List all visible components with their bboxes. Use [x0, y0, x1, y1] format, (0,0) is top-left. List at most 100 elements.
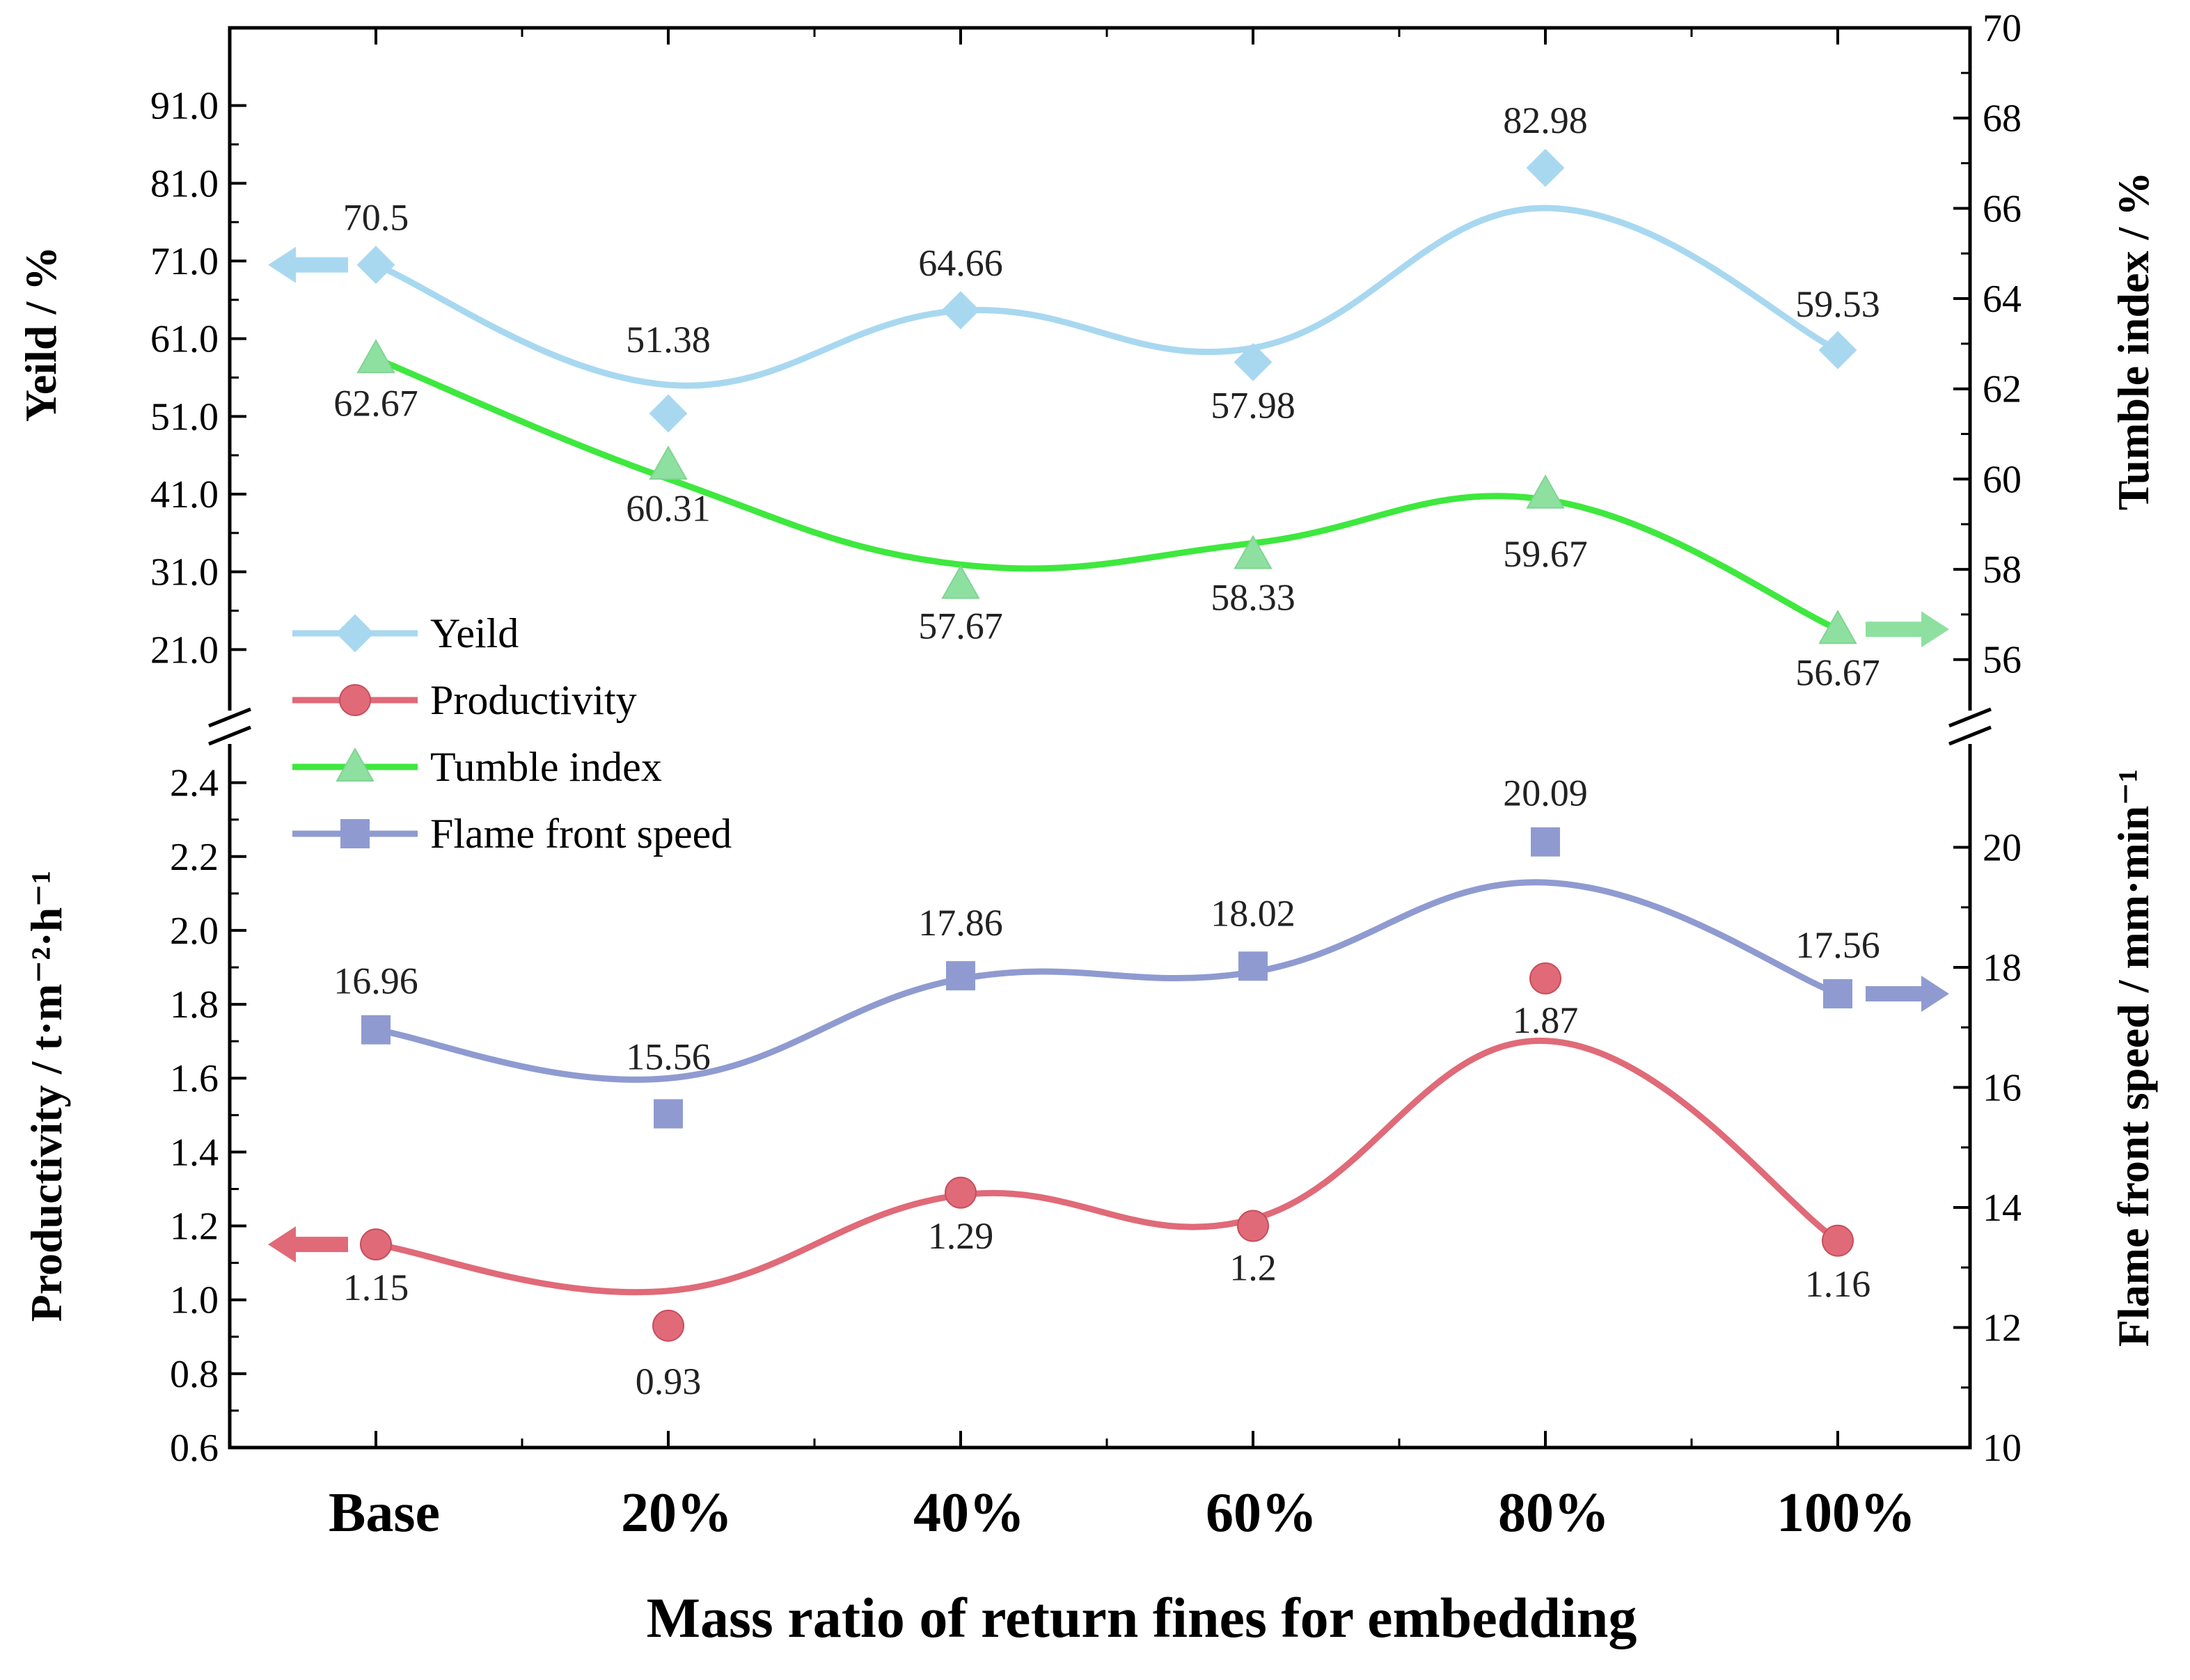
right-tick-label: 68 — [1983, 97, 2022, 141]
yeild-marker — [1526, 148, 1565, 187]
productivity-line — [372, 1038, 1841, 1296]
left-tick-label: 2.0 — [170, 910, 219, 953]
data-labels: 70.5 51.38 64.66 57.98 82.98 59.53 1.15 0.93 1.2… — [333, 100, 1880, 1402]
left-tick-label: 41.0 — [150, 473, 219, 516]
axes: 21.0 31.0 41.0 51.0 61.0 71.0 81.0 91.0 56 58 60 62… — [16, 7, 2158, 1544]
left-tick-label: 0.6 — [170, 1427, 219, 1470]
productivity-marker — [1529, 962, 1561, 994]
right-tick-label: 58 — [1983, 548, 2022, 592]
tumble-index-axis-arrow-head — [1921, 611, 1949, 648]
yeild-data-label: 59.53 — [1795, 283, 1880, 325]
left-tick-label: 2.4 — [170, 762, 219, 805]
right-tick-label: 16 — [1983, 1067, 2022, 1110]
right-tick-label: 18 — [1983, 946, 2022, 990]
tumble-index-axis-title: Tumble index / % — [2109, 172, 2158, 511]
flame-front-speed-marker — [1531, 827, 1560, 857]
left-break-mark — [208, 725, 251, 746]
flame-front-speed-data-label: 17.86 — [918, 902, 1003, 944]
yeild-data-label: 70.5 — [343, 197, 409, 239]
legend-label-tumble-index: Tumble index — [430, 744, 662, 790]
legend-label-productivity: Productivity — [430, 677, 637, 723]
series-curves — [372, 205, 1841, 1296]
productivity-marker — [360, 1228, 392, 1261]
tumble-index-marker — [1234, 534, 1273, 569]
yeild-marker — [1818, 331, 1857, 370]
right-tick-label: 56 — [1983, 639, 2022, 682]
flame-front-speed-data-label: 16.96 — [333, 960, 418, 1002]
tumble-index-marker — [1526, 474, 1565, 509]
tumble-index-data-label: 62.67 — [333, 382, 418, 424]
legend-marker-flame-front-speed — [340, 819, 370, 848]
flame-front-speed-data-label: 20.09 — [1503, 772, 1588, 814]
left-tick-label: 81.0 — [150, 162, 219, 205]
plot-frame — [228, 26, 1972, 1450]
yeild-marker — [1234, 342, 1273, 381]
left-break-mark — [208, 707, 251, 728]
left-tick-label: 1.8 — [170, 983, 219, 1027]
yeild-line — [372, 205, 1841, 389]
x-category-label: 100% — [1777, 1482, 1916, 1544]
yeild-marker — [356, 246, 395, 284]
flame-front-speed-data-label: 15.56 — [626, 1036, 711, 1077]
tumble-index-data-label: 59.67 — [1503, 533, 1588, 575]
productivity-data-label: 1.2 — [1229, 1247, 1277, 1289]
productivity-data-label: 1.87 — [1513, 999, 1579, 1041]
flame-front-speed-marker — [654, 1099, 683, 1129]
flame-front-speed-line — [372, 879, 1841, 1083]
x-category-label: 80% — [1498, 1482, 1609, 1544]
productivity-data-label: 1.15 — [343, 1267, 409, 1308]
yeild-marker — [649, 394, 688, 433]
tumble-index-data-label: 56.67 — [1795, 651, 1880, 693]
flame-speed-axis-title: Flame front speed / mm·min⁻¹ — [2109, 769, 2158, 1347]
productivity-axis-title: Productivity / t·m⁻²·h⁻¹ — [22, 871, 71, 1322]
productivity-marker — [652, 1309, 684, 1342]
legend-marker-productivity — [339, 684, 371, 716]
legend-label-flame-front-speed: Flame front speed — [430, 811, 732, 857]
flame-front-speed-marker — [946, 961, 975, 991]
yeild-marker — [941, 291, 980, 330]
yeild-data-label: 82.98 — [1503, 100, 1588, 141]
left-tick-label: 0.8 — [170, 1353, 219, 1396]
right-tick-label: 20 — [1983, 827, 2022, 870]
tumble-index-marker — [649, 445, 688, 480]
flame-front-speed-data-label: 18.02 — [1211, 892, 1295, 934]
legend: Yeild Productivity Tumble index Flame front… — [292, 610, 732, 857]
right-break-mark — [1948, 707, 1992, 728]
productivity-marker — [1822, 1224, 1854, 1257]
flame-speed-axis-arrow-head — [1921, 975, 1949, 1012]
yeild-data-label: 57.98 — [1211, 384, 1295, 426]
right-tick-label: 62 — [1983, 368, 2022, 411]
legend-marker-yeild — [336, 614, 375, 653]
x-category-label: 40% — [913, 1482, 1025, 1544]
right-break-mark — [1948, 725, 1992, 746]
left-break-gap — [210, 711, 249, 744]
right-tick-label: 14 — [1983, 1187, 2022, 1230]
tumble-index-marker — [356, 339, 395, 374]
left-tick-label: 1.2 — [170, 1205, 219, 1249]
right-tick-label: 66 — [1983, 187, 2022, 230]
tumble-index-marker — [941, 564, 980, 599]
yield-axis-title: Yeild / % — [16, 246, 65, 422]
left-tick-label: 21.0 — [150, 628, 219, 672]
productivity-data-label: 1.29 — [928, 1215, 994, 1257]
left-tick-label: 71.0 — [150, 240, 219, 283]
right-tick-label: 60 — [1983, 458, 2022, 501]
productivity-marker — [1237, 1210, 1269, 1242]
yeild-data-label: 64.66 — [918, 242, 1003, 284]
tumble-index-data-label: 58.33 — [1211, 577, 1295, 619]
right-tick-label: 70 — [1983, 7, 2022, 50]
series-markers — [356, 148, 1857, 1342]
right-break-gap — [1951, 711, 1990, 744]
legend-marker-tumble-index — [336, 747, 375, 782]
tumble-index-data-label: 57.67 — [918, 605, 1003, 647]
left-tick-label: 61.0 — [150, 318, 219, 361]
x-category-label: 20% — [621, 1482, 732, 1544]
flame-front-speed-marker — [361, 1015, 391, 1045]
tumble-index-marker — [1818, 610, 1857, 644]
tumble-index-line — [372, 355, 1841, 633]
productivity-data-label: 0.93 — [636, 1361, 702, 1402]
x-category-label: 60% — [1206, 1482, 1317, 1544]
right-tick-label: 64 — [1983, 278, 2022, 321]
left-tick-label: 2.2 — [170, 836, 219, 879]
